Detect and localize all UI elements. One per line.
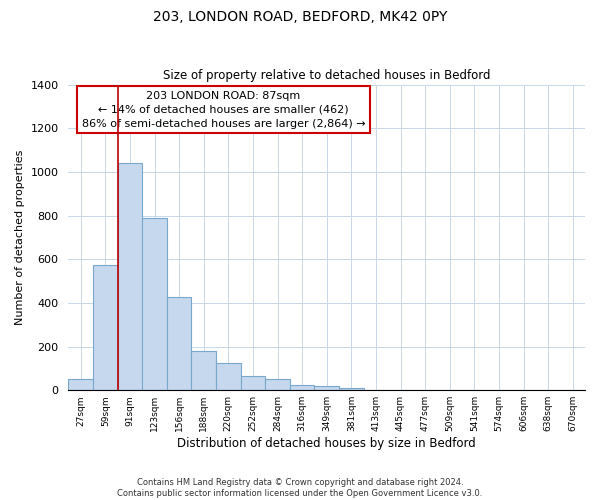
Bar bbox=[339, 388, 364, 390]
Bar bbox=[142, 218, 167, 390]
Bar bbox=[265, 380, 290, 390]
Bar bbox=[68, 380, 93, 390]
Bar bbox=[118, 163, 142, 390]
Text: Contains HM Land Registry data © Crown copyright and database right 2024.
Contai: Contains HM Land Registry data © Crown c… bbox=[118, 478, 482, 498]
Bar bbox=[167, 298, 191, 390]
Title: Size of property relative to detached houses in Bedford: Size of property relative to detached ho… bbox=[163, 69, 490, 82]
X-axis label: Distribution of detached houses by size in Bedford: Distribution of detached houses by size … bbox=[178, 437, 476, 450]
Bar bbox=[241, 376, 265, 390]
Bar bbox=[216, 363, 241, 390]
Bar bbox=[191, 351, 216, 390]
Bar bbox=[290, 386, 314, 390]
Y-axis label: Number of detached properties: Number of detached properties bbox=[15, 150, 25, 325]
Bar bbox=[93, 264, 118, 390]
Text: 203, LONDON ROAD, BEDFORD, MK42 0PY: 203, LONDON ROAD, BEDFORD, MK42 0PY bbox=[153, 10, 447, 24]
Bar bbox=[314, 386, 339, 390]
Text: 203 LONDON ROAD: 87sqm
← 14% of detached houses are smaller (462)
86% of semi-de: 203 LONDON ROAD: 87sqm ← 14% of detached… bbox=[82, 90, 365, 128]
